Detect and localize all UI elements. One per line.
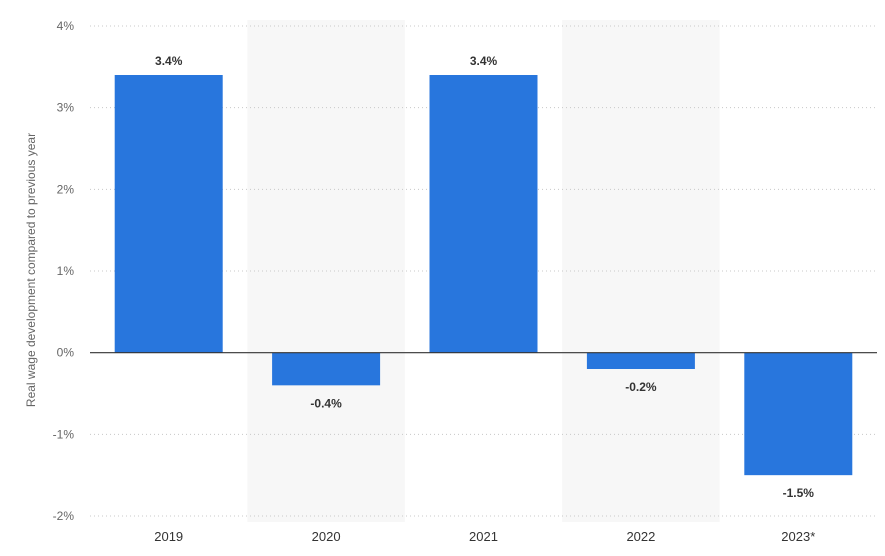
data-label: -0.4% [310, 396, 342, 410]
x-tick-label: 2021 [469, 529, 498, 544]
y-tick-label: 4% [57, 19, 75, 33]
x-tick-labels: 2019 2020 2021 2022 2023* [154, 529, 815, 544]
y-axis-title: Real wage development compared to previo… [24, 133, 38, 407]
x-tick-label: 2023* [781, 529, 815, 544]
y-tick-labels: 4% 3% 2% 1% 0% -1% -2% [53, 19, 75, 523]
x-tick-label: 2020 [312, 529, 341, 544]
alternate-band [562, 20, 720, 522]
y-tick-label: 3% [57, 101, 75, 115]
data-label: -0.2% [625, 380, 657, 394]
y-tick-label: -2% [53, 509, 75, 523]
y-tick-label: -1% [53, 427, 75, 441]
y-tick-label: 1% [57, 264, 75, 278]
bar-2019 [114, 75, 223, 353]
x-tick-label: 2019 [154, 529, 183, 544]
y-tick-label: 0% [57, 346, 75, 360]
bar-2022 [586, 352, 695, 369]
y-tick-label: 2% [57, 182, 75, 196]
bar-2021 [429, 75, 538, 353]
data-labels: 3.4% -0.4% 3.4% -0.2% -1.5% [155, 54, 814, 500]
data-label: -1.5% [783, 486, 815, 500]
bar-2023 [744, 352, 853, 476]
x-tick-label: 2022 [626, 529, 655, 544]
bars [114, 75, 853, 476]
bar-2020 [272, 352, 381, 386]
data-label: 3.4% [470, 54, 498, 68]
data-label: 3.4% [155, 54, 183, 68]
